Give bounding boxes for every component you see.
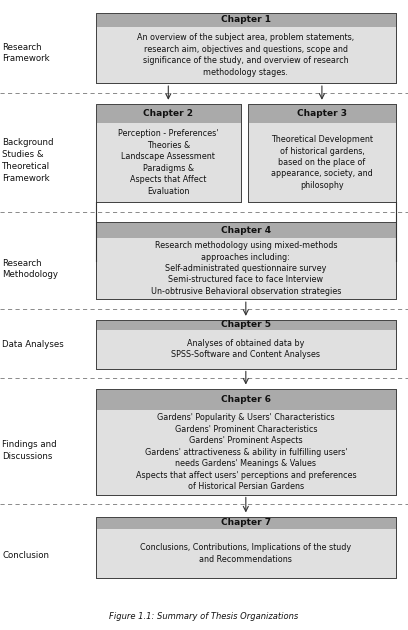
Bar [96, 517, 396, 529]
Bar [96, 13, 396, 26]
Text: Theoretical Development
of historical gardens,
based on the place of
appearance,: Theoretical Development of historical ga… [271, 135, 373, 190]
Text: Perception - Preferences'
Theories &
Landscape Assessment
Paradigms &
Aspects th: Perception - Preferences' Theories & Lan… [118, 129, 219, 196]
Bar [96, 222, 396, 299]
Text: Research
Methodology: Research Methodology [2, 258, 58, 280]
Bar [96, 320, 396, 369]
Text: Chapter 7: Chapter 7 [221, 518, 271, 527]
Text: Chapter 3: Chapter 3 [297, 109, 347, 118]
Text: Research methodology using mixed-methods
approaches including:
Self-administrate: Research methodology using mixed-methods… [151, 241, 341, 296]
Text: Conclusions, Contributions, Implications of the study
and Recommendations: Conclusions, Contributions, Implications… [140, 544, 351, 564]
Bar [248, 104, 396, 202]
Text: Research
Framework: Research Framework [2, 42, 50, 64]
Text: Findings and
Discussions: Findings and Discussions [2, 440, 57, 461]
Bar [96, 104, 241, 123]
Bar [96, 517, 396, 578]
Bar [96, 389, 396, 495]
Bar [96, 222, 396, 299]
Bar [96, 320, 396, 329]
Bar [96, 104, 241, 202]
Text: Chapter 5: Chapter 5 [221, 321, 271, 329]
Bar [96, 389, 396, 495]
Text: Chapter 6: Chapter 6 [221, 395, 271, 404]
Bar [96, 389, 396, 410]
Text: An overview of the subject area, problem statements,
research aim, objectives an: An overview of the subject area, problem… [137, 33, 355, 77]
Bar [96, 13, 396, 83]
Text: Analyses of obtained data by
SPSS-Software and Content Analyses: Analyses of obtained data by SPSS-Softwa… [171, 339, 320, 359]
Bar [96, 320, 396, 369]
Text: Data Analyses: Data Analyses [2, 340, 64, 349]
Text: Chapter 1: Chapter 1 [221, 15, 271, 24]
Bar [248, 104, 396, 123]
Bar [248, 104, 396, 202]
Bar [96, 517, 396, 578]
Bar [96, 222, 396, 238]
Bar [96, 13, 396, 83]
Text: Chapter 4: Chapter 4 [221, 226, 271, 234]
Text: Chapter 2: Chapter 2 [143, 109, 193, 118]
Text: Conclusion: Conclusion [2, 551, 49, 560]
Bar [96, 104, 241, 202]
Text: Gardens' Popularity & Users' Characteristics
Gardens' Prominent Characteristics
: Gardens' Popularity & Users' Characteris… [135, 413, 356, 491]
Text: Background
Studies &
Theoretical
Framework: Background Studies & Theoretical Framewo… [2, 139, 53, 183]
Text: Figure 1.1: Summary of Thesis Organizations: Figure 1.1: Summary of Thesis Organizati… [109, 612, 299, 621]
